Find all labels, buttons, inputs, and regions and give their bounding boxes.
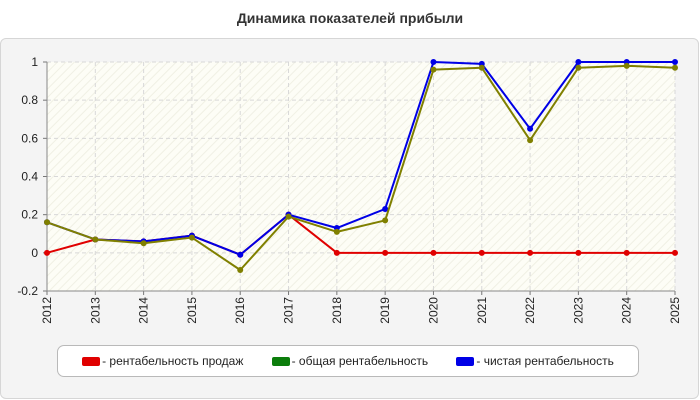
legend-item-sales: - рентабельность продаж <box>82 354 243 368</box>
x-tick-label: 2019 <box>378 297 392 324</box>
legend-item-total: - общая рентабельность <box>271 354 429 368</box>
series-line-2 <box>46 61 675 256</box>
x-tick-label: 2024 <box>620 297 634 324</box>
data-point <box>44 219 50 226</box>
data-point <box>430 66 437 73</box>
x-tick-label: 2017 <box>282 297 296 324</box>
legend-label: - рентабельность продаж <box>102 354 244 368</box>
x-tick-label: 2015 <box>185 297 199 324</box>
data-point <box>92 236 99 243</box>
data-point <box>575 59 582 65</box>
data-point <box>382 217 389 224</box>
x-tick-label: 2022 <box>523 297 537 324</box>
data-point <box>672 249 678 256</box>
x-tick-label: 2012 <box>40 297 54 324</box>
data-point <box>623 249 630 256</box>
y-tick-label: 0.8 <box>21 93 38 107</box>
x-tick-label: 2014 <box>137 297 151 324</box>
y-tick-label: -0.2 <box>17 284 38 298</box>
data-point <box>333 228 340 235</box>
data-point <box>44 249 50 256</box>
x-tick-label: 2016 <box>233 297 247 324</box>
data-point <box>430 249 437 256</box>
chart-title: Динамика показателей прибыли <box>236 10 464 26</box>
y-tick-label: 1 <box>31 55 38 69</box>
data-point <box>672 64 678 71</box>
legend-swatch-blue <box>456 356 475 366</box>
legend-label: - чистая рентабельность <box>476 354 614 368</box>
data-point <box>140 240 147 247</box>
data-point <box>382 205 389 212</box>
data-point <box>382 249 389 256</box>
series-line-1 <box>46 64 676 272</box>
data-point <box>237 251 244 258</box>
x-tick-label: 2020 <box>426 297 440 324</box>
x-tick-label: 2023 <box>571 297 585 324</box>
legend-label: - общая рентабельность <box>291 354 429 368</box>
data-point <box>527 125 534 132</box>
x-tick-label: 2025 <box>668 297 682 324</box>
data-point <box>285 213 292 220</box>
y-tick-label: 0 <box>31 246 38 260</box>
y-tick-label: 0.6 <box>21 131 38 145</box>
data-point <box>188 234 195 241</box>
data-point <box>478 249 485 256</box>
legend-item-net: - чистая рентабельность <box>456 354 614 368</box>
data-point <box>527 137 534 144</box>
data-point <box>333 249 340 256</box>
x-tick-label: 2013 <box>88 297 102 324</box>
legend-swatch-red <box>82 356 101 366</box>
data-point <box>430 59 437 65</box>
data-point <box>575 249 582 256</box>
series-group <box>44 59 678 274</box>
data-point <box>623 62 630 69</box>
y-tick-label: 0.2 <box>21 208 38 222</box>
tick-labels: -0.2 0 0.2 0.4 0.6 0.8 1 2012 2013 2014 2015 2016 20… <box>17 55 682 324</box>
data-point <box>237 267 244 274</box>
data-point <box>672 59 678 65</box>
data-point <box>527 249 534 256</box>
y-tick-label: 0.4 <box>21 170 38 184</box>
legend: - рентабельность продаж - общая рентабел… <box>57 345 639 377</box>
x-tick-label: 2021 <box>475 297 489 324</box>
data-point <box>575 64 582 71</box>
x-tick-label: 2018 <box>330 297 344 324</box>
data-point <box>478 64 485 71</box>
legend-swatch-green <box>271 356 290 366</box>
